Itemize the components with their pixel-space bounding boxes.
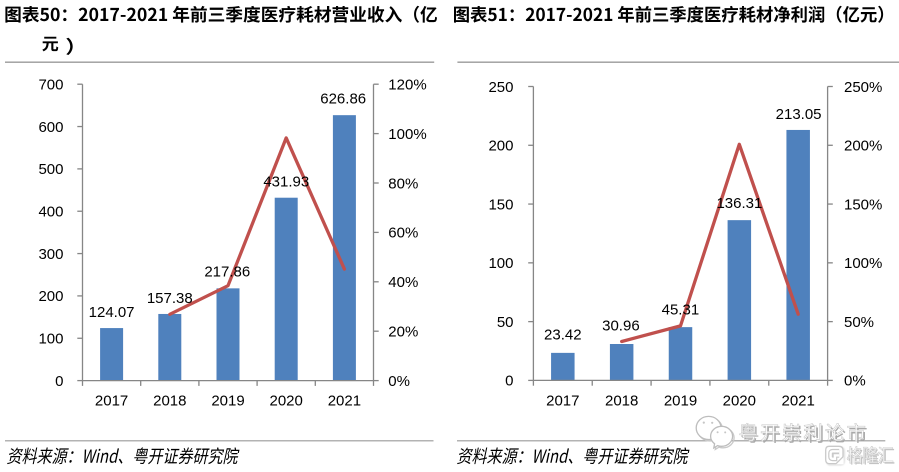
svg-text:600: 600: [38, 119, 63, 136]
svg-text:250%: 250%: [844, 79, 882, 96]
svg-text:250: 250: [488, 79, 513, 96]
svg-text:2019: 2019: [211, 393, 244, 410]
svg-text:626.86: 626.86: [320, 91, 366, 108]
svg-text:2020: 2020: [270, 393, 303, 410]
svg-text:120%: 120%: [388, 77, 426, 94]
svg-text:80%: 80%: [388, 175, 418, 192]
svg-text:50%: 50%: [844, 314, 874, 331]
svg-text:50: 50: [497, 314, 514, 331]
svg-text:500: 500: [38, 161, 63, 178]
svg-text:700: 700: [38, 77, 63, 94]
svg-text:150%: 150%: [844, 196, 882, 213]
svg-text:2018: 2018: [605, 393, 638, 410]
svg-text:60%: 60%: [388, 225, 418, 242]
svg-text:0: 0: [55, 373, 63, 390]
svg-text:2017: 2017: [95, 393, 128, 410]
svg-text:30.96: 30.96: [602, 318, 640, 335]
svg-text:431.93: 431.93: [263, 174, 309, 191]
svg-text:23.42: 23.42: [544, 327, 582, 344]
svg-text:0: 0: [505, 373, 513, 390]
svg-text:2021: 2021: [328, 393, 361, 410]
svg-text:157.38: 157.38: [147, 290, 193, 307]
svg-text:150: 150: [488, 196, 513, 213]
svg-text:400: 400: [38, 204, 63, 221]
svg-text:2018: 2018: [153, 393, 186, 410]
svg-text:100%: 100%: [388, 126, 426, 143]
svg-text:124.07: 124.07: [89, 304, 135, 321]
svg-text:2021: 2021: [782, 393, 815, 410]
svg-text:100: 100: [38, 331, 63, 348]
svg-text:45.31: 45.31: [662, 301, 700, 318]
svg-text:0%: 0%: [388, 373, 410, 390]
svg-text:300: 300: [38, 246, 63, 263]
svg-text:2019: 2019: [664, 393, 697, 410]
svg-text:200%: 200%: [844, 138, 882, 155]
svg-text:200: 200: [38, 288, 63, 305]
svg-text:136.31: 136.31: [716, 195, 762, 212]
svg-text:100%: 100%: [844, 255, 882, 272]
svg-text:2020: 2020: [723, 393, 756, 410]
svg-text:2017: 2017: [546, 393, 579, 410]
svg-text:217.86: 217.86: [204, 264, 250, 281]
svg-text:213.05: 213.05: [776, 106, 822, 123]
svg-text:20%: 20%: [388, 324, 418, 341]
svg-text:40%: 40%: [388, 274, 418, 291]
svg-text:0%: 0%: [844, 373, 866, 390]
svg-text:200: 200: [488, 138, 513, 155]
svg-text:100: 100: [488, 255, 513, 272]
